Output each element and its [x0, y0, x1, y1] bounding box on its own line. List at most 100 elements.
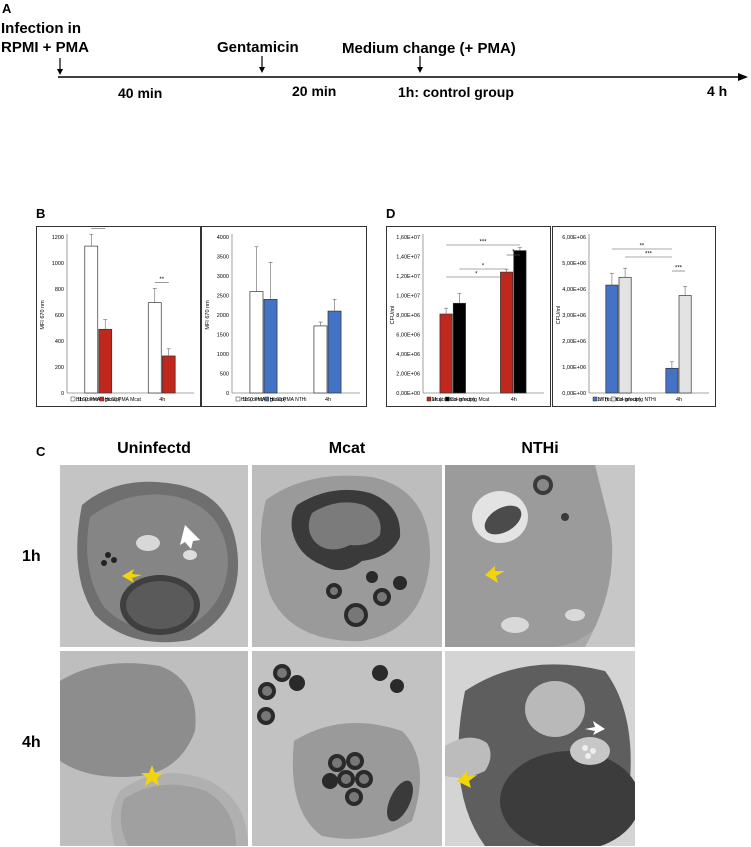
em-image-nthi-1h [445, 465, 635, 647]
legend-swatch [235, 396, 241, 402]
x-tick-label: 4h [511, 397, 517, 403]
bar [452, 302, 466, 394]
legend-label: HL60 PMA Mcat [105, 397, 142, 403]
legend-label: HL60 PMA NTHi [270, 397, 307, 403]
y-tick-label: 6,00E+06 [562, 235, 586, 241]
significance-label: ** [96, 227, 101, 229]
legend-swatch [426, 396, 432, 402]
panel-b-letter: B [36, 206, 46, 221]
chart-d2: CFU/ml 0,00E+00 1,00E+06 2,00E+06 3,00E+06 4,… [552, 226, 716, 407]
legend-label: Mcat [432, 397, 443, 403]
y-tick-label: 4,00E+06 [562, 287, 586, 293]
bar [513, 250, 527, 394]
y-tick-label: 3,00E+06 [562, 313, 586, 319]
infection-label-line1: Infection in [1, 20, 81, 37]
bar [665, 367, 679, 394]
x-tick-label: 4h [325, 397, 331, 403]
bar [678, 295, 692, 394]
em-image-uninfected-1h [60, 465, 248, 647]
panel-c-letter: C [36, 444, 46, 459]
y-tick-label: 4,00E+06 [396, 352, 420, 358]
gentamicin-label: Gentamicin [217, 39, 299, 56]
y-tick-label: 0 [226, 391, 229, 397]
y-tick-label: 1,00E+07 [396, 294, 420, 300]
bar [618, 276, 632, 394]
timeline-axis [57, 56, 748, 81]
legend-swatch [592, 396, 598, 402]
legend-label: Co-infecting NTHi [616, 397, 655, 403]
significance-label: * [475, 272, 478, 278]
y-tick-label: 3000 [217, 274, 229, 280]
em-image-mcat-4h [252, 651, 442, 846]
y-tick-label: 0 [61, 391, 64, 397]
bar [147, 302, 162, 394]
em-image-nthi-4h [445, 651, 635, 846]
legend-label: HL60 PMA [76, 397, 101, 403]
bar [439, 313, 453, 394]
legend-label: Co-infecting Mcat [450, 397, 490, 403]
significance-label: * [482, 264, 485, 270]
x-tick-label: 4h [159, 397, 165, 403]
bar [313, 325, 328, 394]
chart-b2: MFI 670 nm 0 500 1000 1500 2000 2500 3000 3500 40… [201, 226, 367, 407]
y-tick-label: 2500 [217, 294, 229, 300]
legend-swatch [611, 396, 616, 402]
x-tick-label: 1h (control group) [242, 397, 286, 403]
row-header-1h: 1h [22, 548, 41, 565]
interval-40min: 40 min [118, 85, 163, 101]
row-header-4h: 4h [22, 734, 41, 751]
y-axis-label: CFU/ml [556, 306, 562, 325]
x-tick-label: 4h [676, 397, 682, 403]
y-tick-label: 2,00E+06 [562, 339, 586, 345]
y-tick-label: 1200 [52, 235, 64, 241]
legend-label: NTHi [598, 397, 609, 403]
bar [161, 355, 176, 394]
legend-swatch [264, 396, 270, 402]
significance-label: *** [479, 240, 487, 246]
y-axis-label: MFI 670 nm [40, 300, 46, 330]
y-tick-label: 1000 [52, 261, 64, 267]
legend-swatch [70, 396, 76, 402]
column-header-nthi: NTHi [521, 440, 559, 457]
legend-swatch [99, 396, 105, 402]
significance-label: ** [640, 244, 645, 250]
yellow-arrow-icon [122, 569, 142, 583]
y-tick-label: 1,20E+07 [396, 274, 420, 280]
infection-label-line2: RPMI + PMA [1, 39, 89, 56]
medium-change-label: Medium change (+ PMA) [342, 40, 516, 57]
end-time-label: 4 h [707, 83, 728, 99]
y-tick-label: 2,00E+06 [396, 372, 420, 378]
interval-20min: 20 min [292, 83, 337, 99]
column-header-uninfected: Uninfectd [117, 440, 191, 457]
legend-swatch [445, 396, 450, 402]
bar [327, 310, 342, 394]
y-tick-label: 600 [55, 313, 64, 319]
legend-label: HL60 PMA [241, 397, 266, 403]
y-tick-label: 1000 [217, 352, 229, 358]
bar [84, 245, 99, 394]
bar [98, 328, 113, 394]
panel-d-letter: D [386, 206, 396, 221]
y-tick-label: 1,40E+07 [396, 255, 420, 261]
y-tick-label: 500 [220, 372, 229, 378]
bar [500, 271, 514, 394]
x-tick-label: 1h (control group) [77, 397, 121, 403]
significance-label: * [512, 250, 515, 256]
y-tick-label: 0,00E+00 [396, 391, 420, 397]
significance-label: ** [159, 277, 164, 283]
y-axis-label: MFI 670 nm [205, 300, 211, 330]
y-tick-label: 4000 [217, 235, 229, 241]
y-tick-label: 6,00E+06 [396, 333, 420, 339]
y-tick-label: 800 [55, 287, 64, 293]
chart-d1: CFU/ml 0,00E+00 2,00E+06 4,00E+06 6,00E+06 8,… [386, 226, 551, 407]
y-tick-label: 2000 [217, 313, 229, 319]
y-tick-label: 200 [55, 365, 64, 371]
bar [249, 291, 264, 394]
y-tick-label: 5,00E+06 [562, 261, 586, 267]
y-tick-label: 1,00E+06 [562, 365, 586, 371]
x-tick-label: 1h (control group) [597, 397, 641, 403]
white-arrow-icon [180, 525, 200, 549]
y-axis-label: CFU/ml [390, 306, 396, 325]
bar [605, 284, 619, 394]
significance-label: *** [675, 266, 683, 272]
